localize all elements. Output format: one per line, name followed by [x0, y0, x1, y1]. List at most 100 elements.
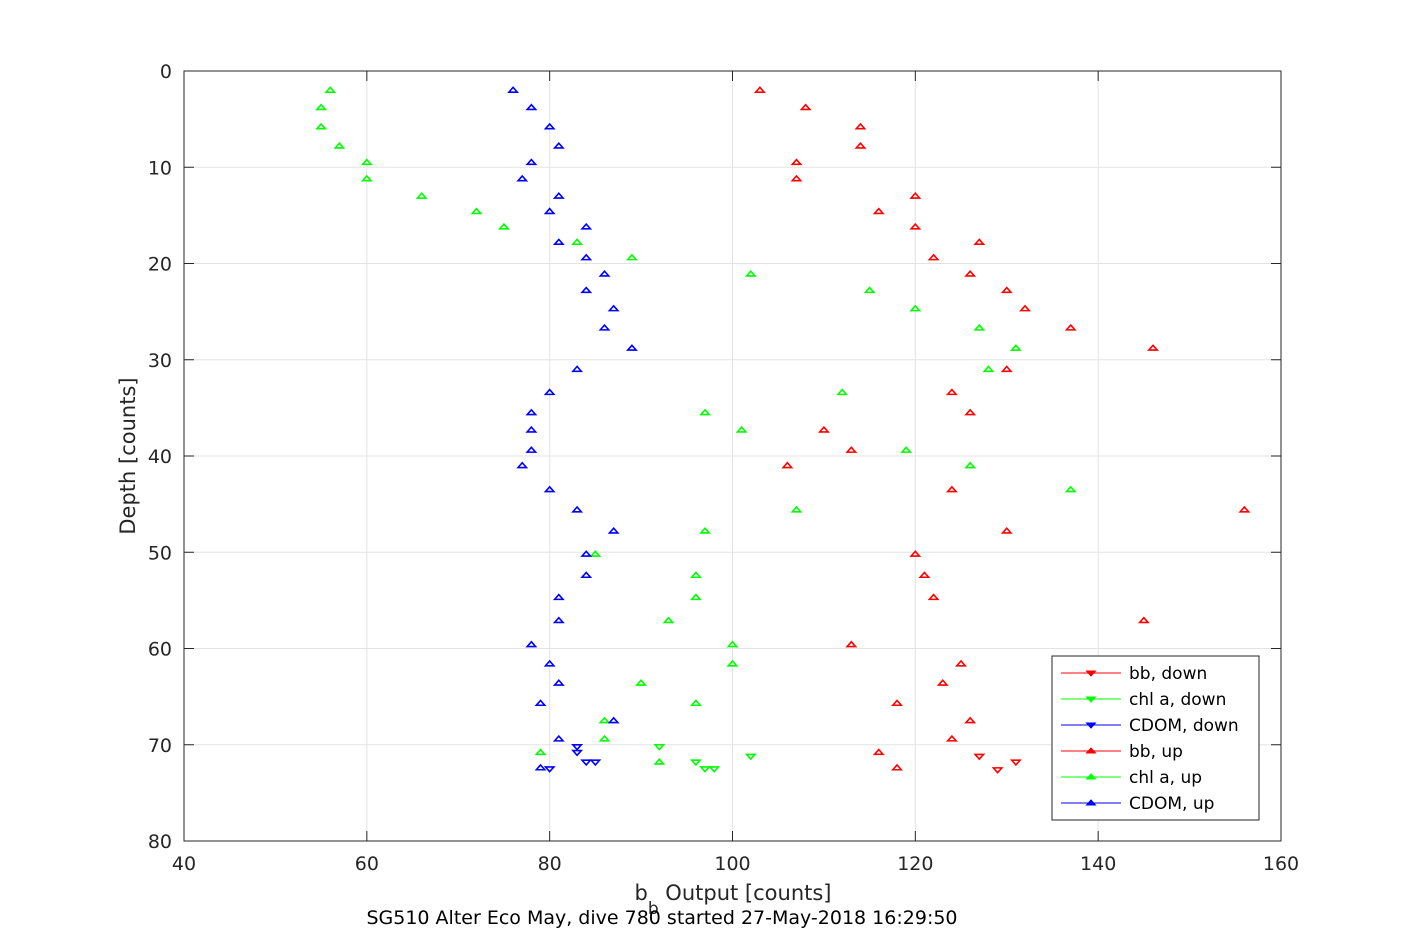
point-cdom-up — [525, 425, 538, 433]
point-cdom-up — [534, 763, 547, 771]
legend-label-cdom-up: CDOM, up — [1129, 794, 1214, 814]
point-cdom-up — [543, 485, 556, 493]
point-cdom-up — [598, 269, 611, 277]
point-chl-a-up — [689, 593, 702, 601]
point-bb-up — [927, 593, 940, 601]
point-bb-down — [1009, 759, 1022, 767]
axis-ticks: 40 60 80 100 120 140 160 0 10 20 30 40 50 60 70 80 — [148, 61, 1299, 875]
point-cdom-up — [543, 388, 556, 396]
point-chl-a-up — [964, 461, 977, 469]
point-chl-a-up — [909, 304, 922, 312]
point-chl-a-up — [534, 748, 547, 756]
point-cdom-up — [525, 408, 538, 416]
point-bb-up — [964, 716, 977, 724]
point-chl-a-up — [836, 388, 849, 396]
x-tick-label: 60 — [355, 853, 379, 875]
point-bb-up — [936, 679, 949, 686]
point-chl-a-up — [744, 269, 757, 277]
point-cdom-up — [571, 365, 584, 373]
point-bb-up — [918, 571, 931, 579]
point-cdom-down — [543, 766, 556, 773]
point-bb-up — [845, 640, 858, 648]
y-tick-label: 70 — [148, 735, 172, 757]
point-bb-up — [1137, 616, 1150, 624]
legend-label-cdom-down: CDOM, down — [1129, 716, 1239, 736]
point-chl-a-up — [360, 174, 373, 182]
point-bb-up — [891, 763, 904, 771]
point-cdom-up — [552, 616, 565, 624]
point-chl-a-down — [689, 759, 702, 767]
point-bb-up — [781, 461, 794, 469]
x-axis-label-base: b — [634, 881, 647, 905]
point-cdom-up — [607, 526, 620, 534]
point-bb-up — [872, 748, 885, 756]
point-chl-a-up — [699, 408, 712, 416]
point-cdom-up — [552, 192, 565, 199]
point-bb-up — [945, 388, 958, 396]
point-bb-up — [1000, 286, 1013, 294]
point-chl-a-up — [662, 616, 675, 624]
x-tick-label: 160 — [1263, 853, 1299, 875]
point-cdom-down — [571, 743, 584, 751]
point-bb-up — [790, 158, 803, 166]
point-cdom-up — [580, 253, 593, 261]
point-bb-up — [1000, 526, 1013, 534]
point-chl-a-up — [735, 425, 748, 433]
point-bb-up — [1238, 505, 1251, 513]
point-chl-a-up — [699, 526, 712, 534]
point-chl-a-up — [470, 207, 483, 215]
point-chl-a-up — [324, 86, 337, 93]
y-tick-label: 20 — [148, 254, 172, 276]
point-bb-up — [973, 238, 986, 246]
point-bb-up — [955, 659, 968, 667]
legend-label-bb-down: bb, down — [1129, 664, 1207, 684]
point-cdom-down — [571, 749, 584, 757]
point-bb-up — [854, 122, 867, 130]
point-chl-a-up — [973, 323, 986, 331]
x-axis-label: bb Output [counts] — [634, 881, 831, 919]
point-chl-a-up — [1009, 344, 1022, 351]
point-chl-a-up — [689, 571, 702, 579]
point-cdom-up — [516, 174, 529, 182]
point-chl-a-up — [415, 192, 428, 199]
point-bb-up — [799, 103, 812, 111]
point-cdom-up — [607, 716, 620, 724]
point-cdom-up — [552, 734, 565, 742]
point-chl-a-up — [900, 446, 913, 453]
point-cdom-up — [580, 286, 593, 294]
point-chl-a-up — [571, 238, 584, 246]
point-chl-a-up — [863, 286, 876, 294]
legend-box — [1051, 655, 1260, 821]
point-chl-a-up — [497, 222, 510, 230]
legend-label-bb-up: bb, up — [1129, 742, 1183, 762]
point-bb-up — [945, 734, 958, 742]
point-cdom-up — [625, 344, 638, 351]
point-bb-up — [872, 207, 885, 215]
y-tick-label: 40 — [148, 446, 172, 468]
point-chl-a-up — [333, 141, 346, 149]
point-chl-a-up — [653, 757, 666, 765]
point-bb-up — [945, 485, 958, 493]
point-bb-up — [1147, 344, 1159, 351]
point-cdom-up — [552, 238, 565, 246]
chart-caption: SG510 Alter Eco May, dive 780 started 27… — [366, 907, 957, 929]
x-axis-label-subscript: b — [648, 899, 659, 919]
point-cdom-up — [516, 461, 529, 469]
legend-marker-bb-up — [1085, 747, 1097, 754]
point-chl-a-up — [589, 550, 602, 557]
x-tick-label: 140 — [1080, 853, 1116, 875]
y-tick-label: 50 — [148, 542, 172, 564]
legend-label-chl-a-up: chl a, up — [1129, 768, 1202, 788]
point-cdom-up — [525, 158, 538, 166]
point-cdom-up — [507, 86, 520, 93]
point-bb-up — [1000, 365, 1013, 373]
point-chl-a-up — [360, 158, 373, 166]
point-cdom-up — [543, 207, 556, 215]
point-chl-a-up — [635, 679, 648, 686]
y-tick-label: 0 — [160, 61, 172, 83]
x-tick-label: 80 — [538, 853, 562, 875]
legend-marker-cdom-down — [1085, 722, 1097, 729]
y-tick-label: 10 — [148, 157, 172, 179]
point-cdom-up — [543, 122, 556, 130]
point-cdom-up — [607, 304, 620, 312]
